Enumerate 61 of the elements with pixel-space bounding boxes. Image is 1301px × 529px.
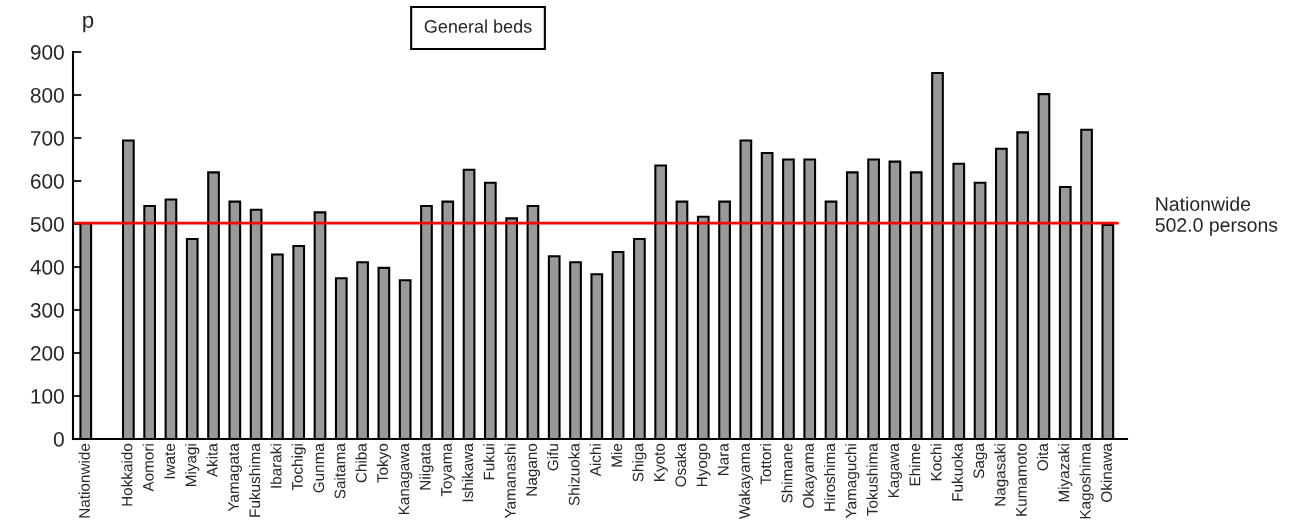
y-axis-title: p <box>83 15 94 33</box>
x-tick-label: Nagano <box>526 443 541 496</box>
x-tick-label: Ibaraki <box>270 444 282 488</box>
chart-title: General beds <box>424 19 532 33</box>
x-tick-label: Tottori <box>760 444 772 485</box>
x-tick-label: Oita <box>1036 443 1049 471</box>
x-tick-label: Ishikawa <box>461 443 474 502</box>
x-tick-label: Miyagi <box>185 444 200 487</box>
y-tick-label: 500 <box>30 217 64 232</box>
x-tick-label: Saitama <box>334 443 346 499</box>
x-tick-label: Fukushima <box>249 443 261 517</box>
x-tick-label: Wakayama <box>738 443 753 519</box>
x-tick-label: Saga <box>973 443 988 479</box>
x-tick-label: Gunma <box>313 443 325 493</box>
x-tick-label: Hiroshima <box>823 443 836 511</box>
x-tick-label: Niigata <box>419 443 434 490</box>
x-tick-label: Hokkaido <box>121 443 133 506</box>
x-tick-label: Nara <box>718 443 729 476</box>
x-tick-label: Fukuoka <box>951 443 963 501</box>
x-tick-label: Toyama <box>441 443 455 497</box>
x-tick-label: Okinawa <box>1100 443 1112 502</box>
x-tick-label: Kagawa <box>888 443 903 498</box>
y-tick-label: 100 <box>31 389 64 404</box>
x-tick-label: Shiga <box>632 443 647 482</box>
x-tick-label: Osaka <box>674 443 687 487</box>
x-tick-label: Tokushima <box>866 443 878 516</box>
x-tick-label: Miyazaki <box>1058 444 1073 502</box>
x-tick-label: Yamanashi <box>504 444 516 519</box>
y-tick-label: 0 <box>53 432 64 447</box>
x-tick-label: Aichi <box>589 444 601 477</box>
x-tick-label: Nationwide <box>78 443 90 518</box>
x-tick-label: Shizuoka <box>568 443 580 506</box>
x-tick-label: Akita <box>206 443 218 478</box>
x-tick-label: Hyogo <box>696 443 711 487</box>
y-tick-label: 300 <box>30 303 64 318</box>
x-tick-label: Aomori <box>142 444 154 492</box>
x-tick-label: Okayama <box>802 443 817 508</box>
x-tick-label: Ehime <box>909 443 921 486</box>
x-tick-label: Tokyo <box>376 443 391 483</box>
x-tick-label: Yamagata <box>228 443 242 512</box>
x-tick-label: Iwate <box>164 443 176 479</box>
y-tick-label: 700 <box>30 131 64 146</box>
y-tick-label: 400 <box>30 260 64 275</box>
x-tick-label: Gifu <box>547 444 559 471</box>
x-tick-label: Yamaguchi <box>845 444 860 519</box>
x-tick-label: Kagoshima <box>1079 443 1094 519</box>
x-tick-label: Kochi <box>930 444 942 481</box>
y-tick-label: 900 <box>30 45 64 60</box>
ref-line-label: Nationwide 502.0 persons <box>1155 196 1278 236</box>
x-tick-label: Kanagawa <box>398 443 413 515</box>
x-tick-label: Fukui <box>483 444 495 480</box>
x-tick-label: Shimane <box>781 443 793 503</box>
y-tick-label: 800 <box>30 88 64 103</box>
x-tick-label: Chiba <box>355 443 367 483</box>
y-tick-label: 200 <box>30 346 64 361</box>
x-tick-label: Mie <box>610 443 623 467</box>
x-tick-label: Tochigi <box>291 444 306 491</box>
x-tick-label: Kumamoto <box>1016 443 1027 516</box>
x-tick-label: Nagasaki <box>994 444 1009 506</box>
x-tick-label: Kyoto <box>654 443 668 481</box>
y-tick-label: 600 <box>30 174 64 189</box>
